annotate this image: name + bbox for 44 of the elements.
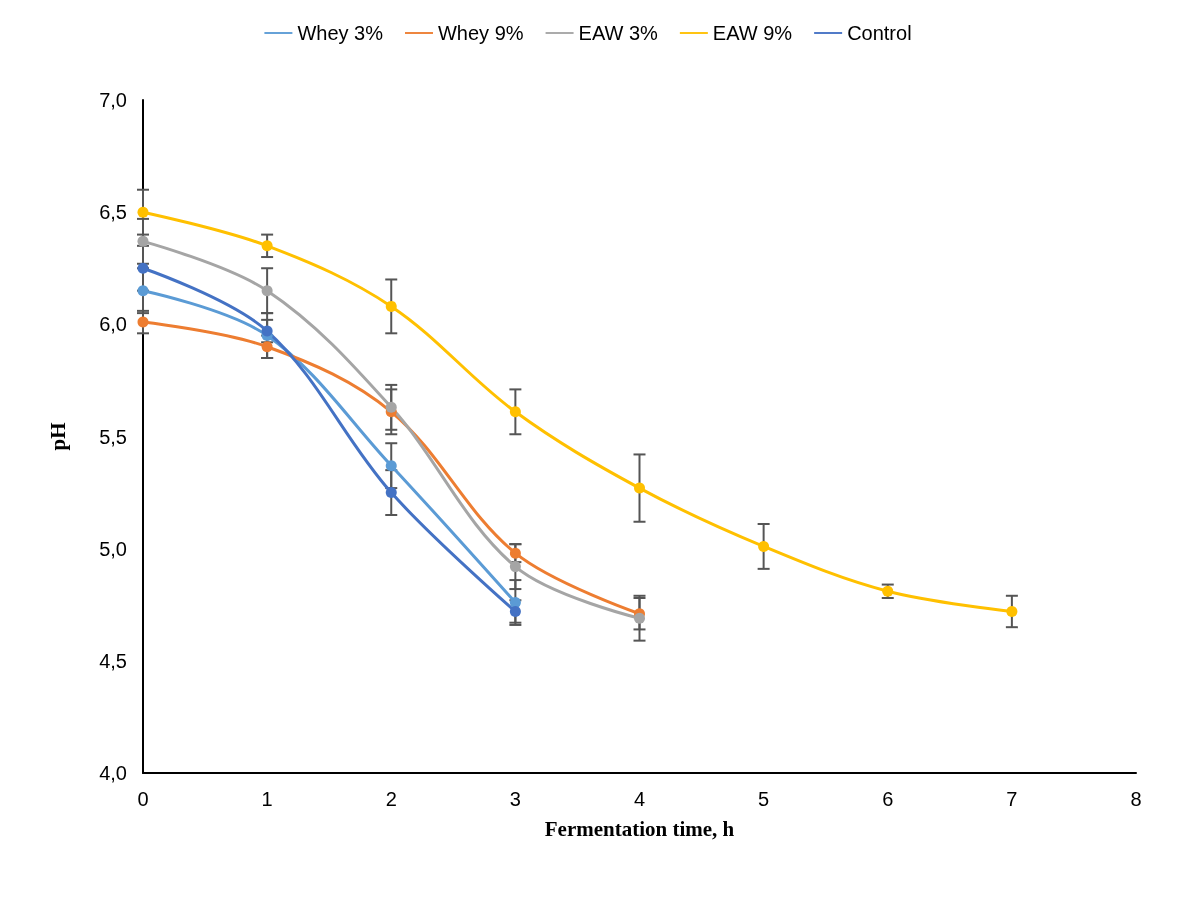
y-axis-title: pH (45, 422, 70, 451)
point (261, 325, 273, 337)
point (137, 316, 149, 328)
y-tick-label: 5,5 (99, 425, 127, 448)
legend-label: EAW 9% (712, 22, 793, 44)
point (509, 406, 521, 418)
x-tick-label: 0 (137, 788, 149, 810)
point (634, 612, 645, 624)
point (634, 482, 645, 494)
y-tick-label: 5,0 (99, 537, 127, 560)
y-tick-label: 4,5 (99, 649, 127, 672)
x-tick-label: 1 (261, 788, 273, 810)
point (509, 605, 521, 617)
legend-label: Control (847, 22, 912, 44)
point (261, 285, 273, 297)
x-tick-label: 5 (758, 788, 770, 810)
point (758, 540, 770, 552)
x-tick-label: 8 (1130, 788, 1142, 810)
point (509, 547, 521, 559)
point (385, 300, 397, 312)
legend-label: EAW 3% (578, 22, 659, 44)
point (1006, 605, 1018, 617)
x-tick-label: 2 (385, 788, 397, 810)
point (137, 285, 149, 297)
point (137, 206, 149, 218)
point (385, 460, 397, 472)
y-tick-label: 4,0 (99, 762, 127, 784)
point (509, 561, 521, 573)
legend-label: Whey 3% (297, 22, 384, 44)
point (137, 262, 149, 274)
point (385, 487, 397, 499)
x-tick-label: 6 (882, 788, 894, 810)
point (385, 401, 397, 413)
point (137, 235, 149, 247)
point (261, 240, 273, 252)
y-tick-label: 6,0 (99, 313, 127, 336)
point (261, 341, 273, 353)
x-tick-label: 3 (509, 788, 521, 810)
y-tick-label: 6,5 (99, 201, 127, 224)
legend-label: Whey 9% (437, 22, 524, 44)
x-axis-title: Fermentation time, h (544, 816, 735, 841)
y-tick-label: 7,0 (99, 89, 127, 111)
x-tick-label: 4 (633, 788, 646, 810)
x-tick-label: 7 (1006, 788, 1018, 810)
